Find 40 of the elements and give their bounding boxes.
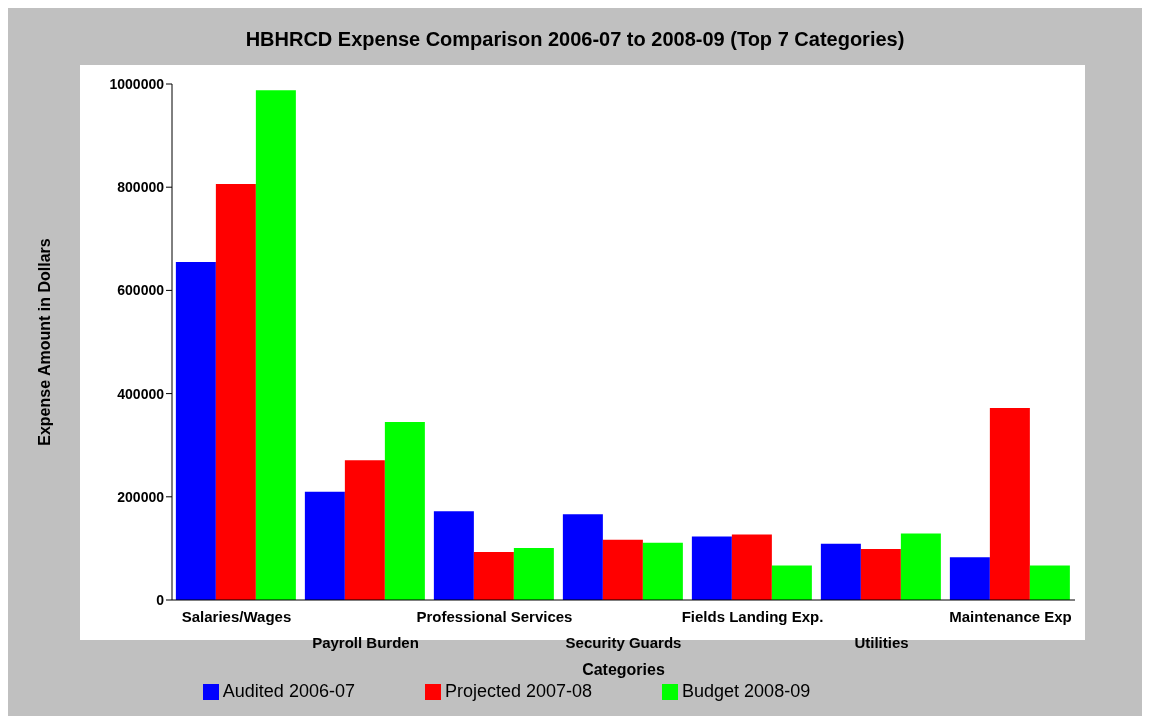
x-tick-label: Maintenance Exp xyxy=(949,608,1072,625)
legend-label: Audited 2006-07 xyxy=(222,681,355,701)
x-tick-label: Payroll Burden xyxy=(312,634,419,651)
bar xyxy=(1029,565,1070,600)
bar xyxy=(731,534,772,600)
bar xyxy=(175,262,216,600)
bar xyxy=(304,491,345,600)
x-tick-label: Fields Landing Exp. xyxy=(681,608,824,625)
x-tick-label: Utilities xyxy=(854,634,909,651)
bar xyxy=(255,90,296,600)
legend-label: Projected 2007-08 xyxy=(444,681,593,701)
x-axis-title: Categories xyxy=(582,661,665,678)
x-tick-label: Salaries/Wages xyxy=(181,608,292,625)
bar xyxy=(820,543,861,600)
chart-title: HBHRCD Expense Comparison 2006-07 to 2008-09 (Top 7 Categories) xyxy=(244,28,906,51)
y-tick-label: 800000 xyxy=(117,179,165,196)
x-tick-label: Professional Services xyxy=(416,608,573,625)
legend-label: Budget 2008-09 xyxy=(682,681,811,701)
bar xyxy=(691,536,732,600)
y-tick-label: 1000000 xyxy=(109,75,165,92)
bar xyxy=(900,533,941,600)
bar xyxy=(642,542,683,600)
y-axis-title: Expense Amount in Dollars xyxy=(35,238,53,446)
bar xyxy=(771,565,812,600)
x-tick-label: Security Guards xyxy=(565,634,682,651)
bar xyxy=(562,514,603,600)
bar xyxy=(473,552,514,600)
bar xyxy=(602,539,643,600)
bar xyxy=(215,184,256,600)
bar xyxy=(344,460,385,600)
bar xyxy=(860,548,901,600)
y-tick-label: 400000 xyxy=(117,385,165,402)
y-tick-label: 0 xyxy=(156,591,165,608)
bar xyxy=(384,421,425,600)
y-tick-label: 200000 xyxy=(117,488,165,505)
bar xyxy=(513,547,554,600)
bar xyxy=(949,557,990,600)
y-tick-label: 600000 xyxy=(117,282,165,299)
bar xyxy=(989,408,1030,600)
bar xyxy=(433,511,474,600)
